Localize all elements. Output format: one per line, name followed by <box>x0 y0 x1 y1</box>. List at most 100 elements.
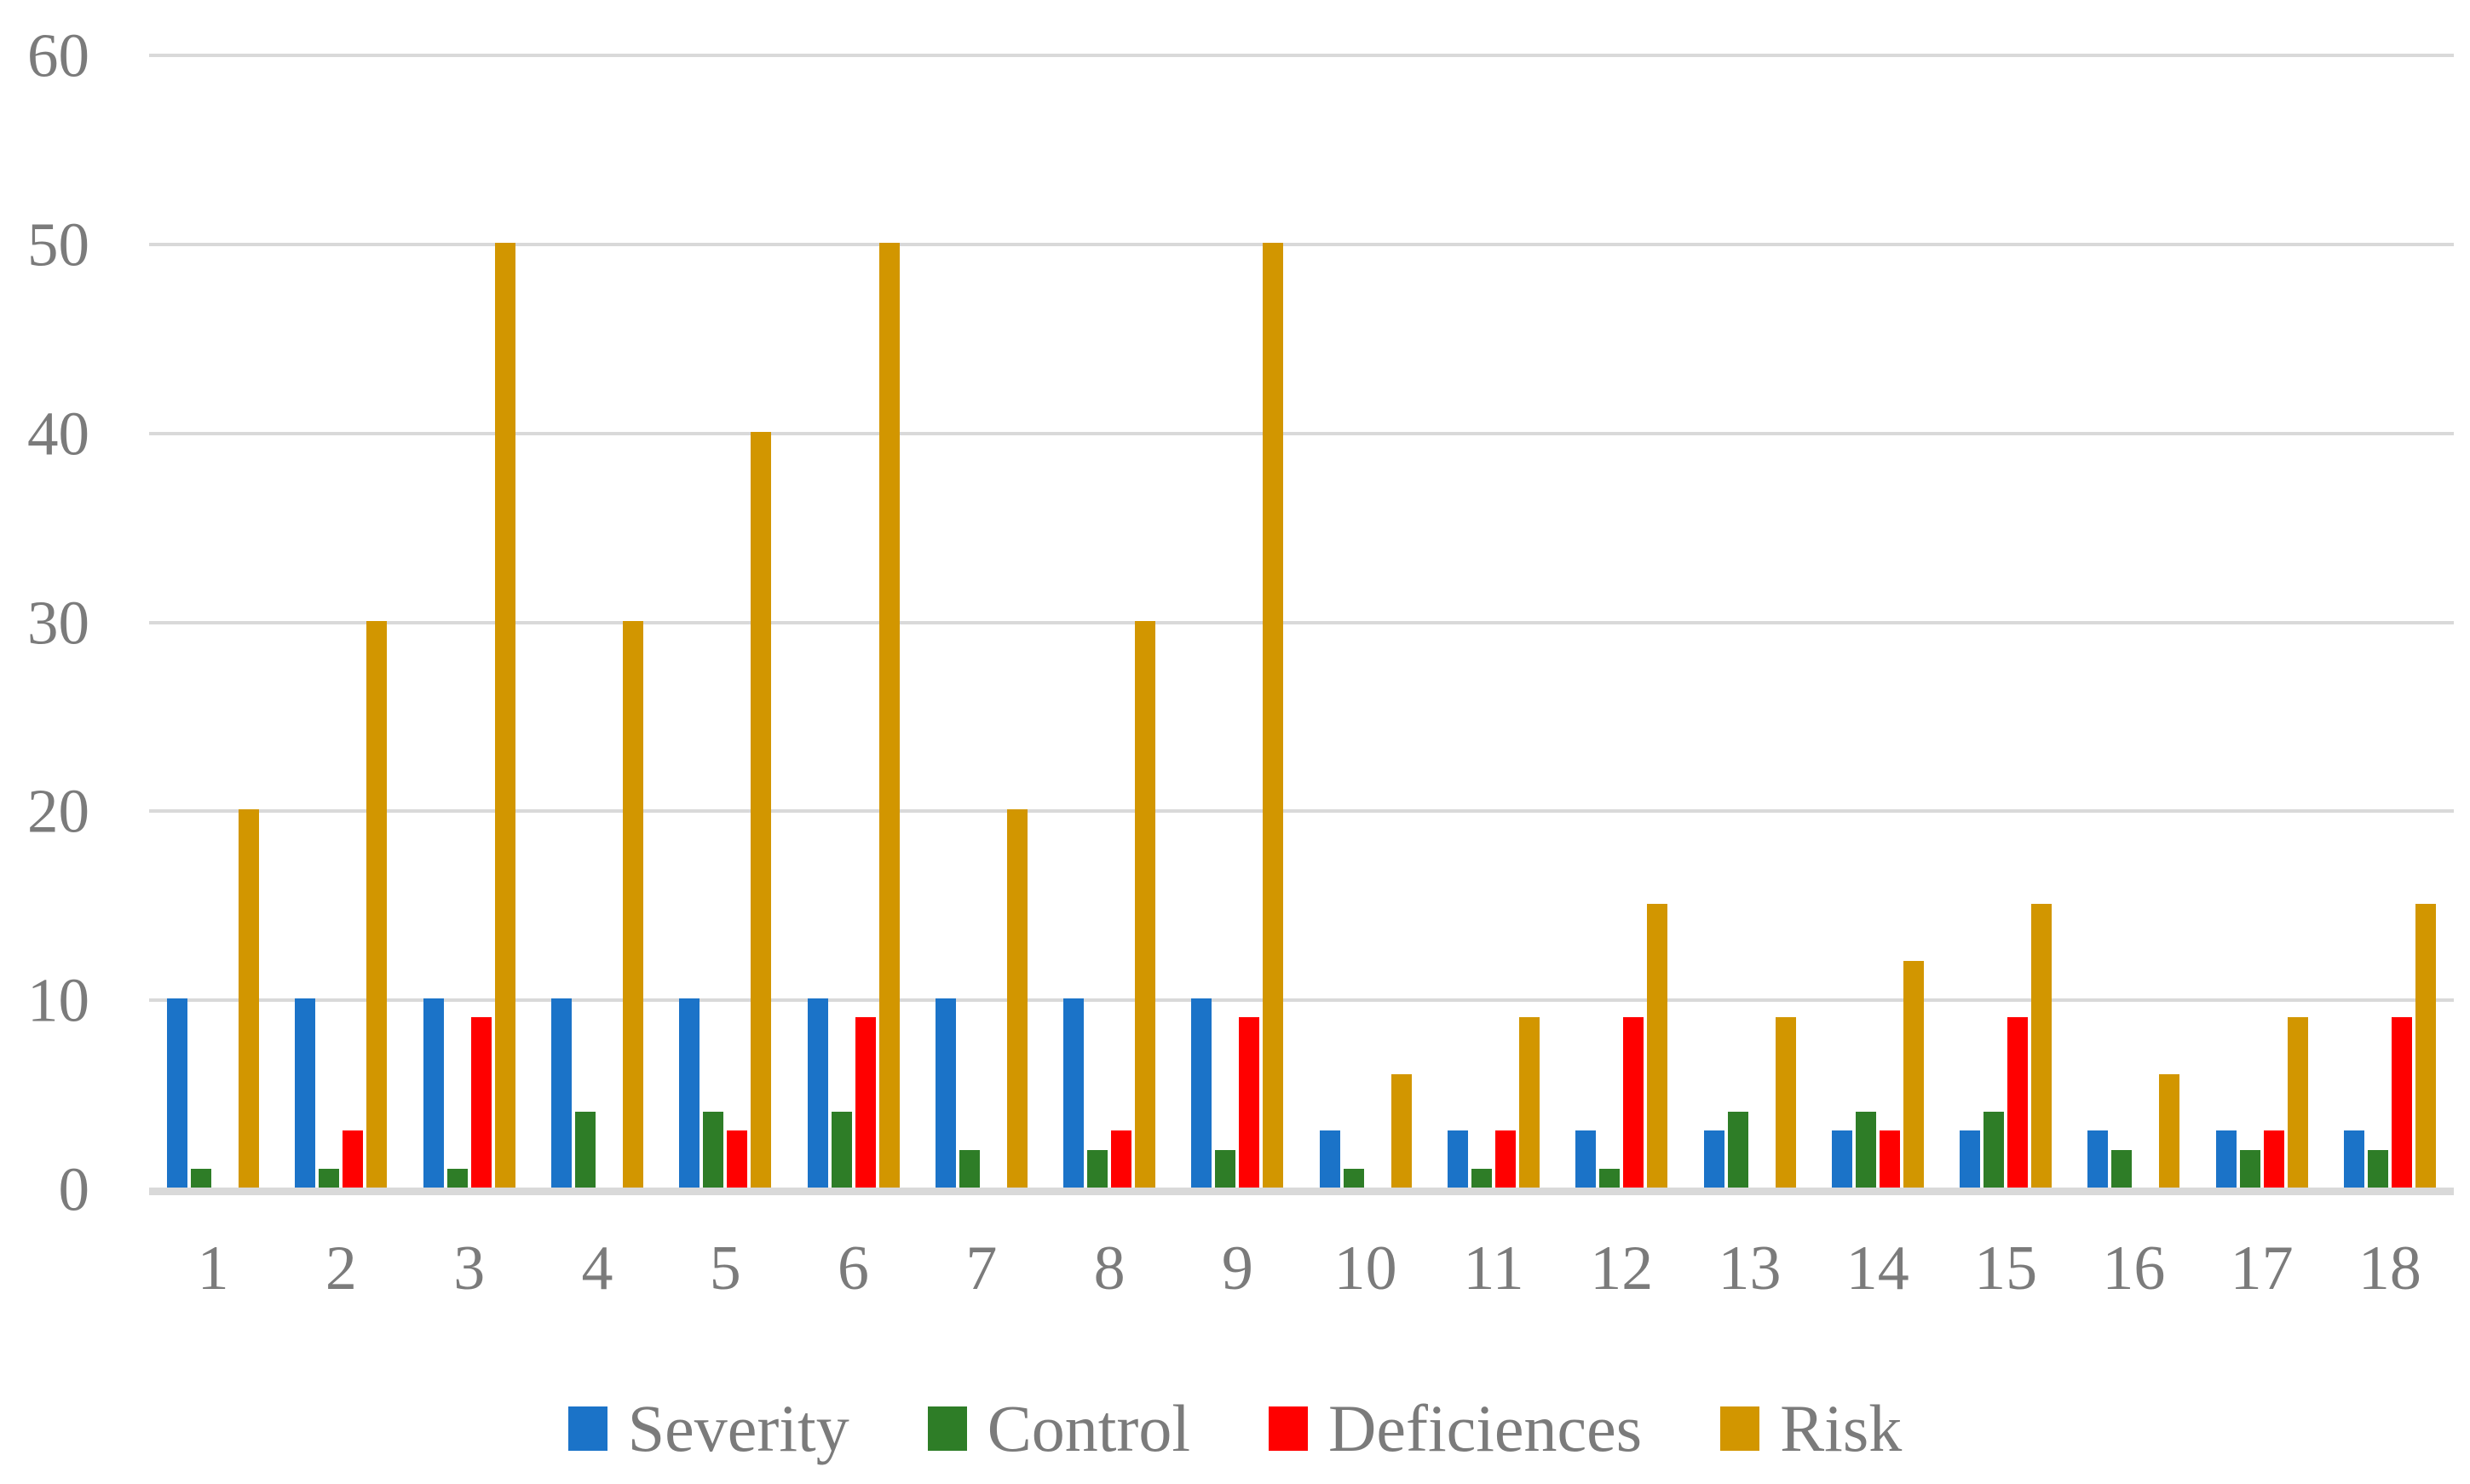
x-label-2: 2 <box>325 1234 357 1303</box>
x-label-11: 11 <box>1463 1234 1524 1303</box>
bar-control-16 <box>2111 1149 2133 1188</box>
bar-control-8 <box>1087 1149 1108 1188</box>
bar-control-7 <box>959 1149 980 1188</box>
gridline-20 <box>149 809 2454 814</box>
bar-group-5 <box>661 55 789 1188</box>
bar-risk-2 <box>366 620 388 1188</box>
bar-control-4 <box>574 1112 596 1188</box>
bar-group-17 <box>2198 55 2326 1188</box>
bar-control-2 <box>319 1168 340 1188</box>
bar-severity-6 <box>807 998 828 1188</box>
gridline-0 <box>149 1188 2454 1195</box>
bar-group-8 <box>1045 55 1173 1188</box>
legend-label-risk: Risk <box>1780 1391 1903 1465</box>
bar-risk-16 <box>2159 1073 2180 1188</box>
x-label-9: 9 <box>1221 1234 1253 1303</box>
bar-severity-15 <box>1960 1130 1981 1188</box>
bar-deficiences-5 <box>727 1130 748 1188</box>
bar-severity-2 <box>295 998 316 1188</box>
bar-severity-13 <box>1703 1130 1724 1188</box>
legend-marker-risk <box>1720 1406 1760 1451</box>
bar-severity-4 <box>550 998 572 1188</box>
gridline-50 <box>149 242 2454 246</box>
bar-risk-6 <box>878 242 900 1188</box>
bar-risk-17 <box>2287 1017 2308 1188</box>
bar-severity-17 <box>2215 1130 2237 1188</box>
bar-severity-7 <box>935 998 956 1188</box>
bar-risk-18 <box>2415 904 2436 1188</box>
bar-deficiences-9 <box>1239 1017 1260 1188</box>
legend-marker-deficiences <box>1269 1406 1309 1451</box>
x-label-6: 6 <box>838 1234 870 1303</box>
y-tick-30: 30 <box>27 588 89 657</box>
legend-marker-control <box>927 1406 967 1451</box>
bar-group-14 <box>1814 55 1942 1188</box>
legend-item-risk: Risk <box>1720 1395 1902 1462</box>
y-tick-20: 20 <box>27 776 89 846</box>
x-label-12: 12 <box>1590 1234 1654 1303</box>
x-label-13: 13 <box>1718 1234 1782 1303</box>
bar-severity-18 <box>2343 1130 2364 1188</box>
bar-group-9 <box>1173 55 1301 1188</box>
x-label-14: 14 <box>1845 1234 1909 1303</box>
bar-control-13 <box>1727 1112 1748 1188</box>
bar-control-9 <box>1215 1149 1236 1188</box>
x-label-8: 8 <box>1093 1234 1126 1303</box>
gridline-30 <box>149 620 2454 624</box>
x-label-1: 1 <box>197 1234 229 1303</box>
bar-group-13 <box>1685 55 1813 1188</box>
legend-label-severity: Severity <box>627 1391 849 1465</box>
x-label-18: 18 <box>2358 1234 2421 1303</box>
bar-risk-4 <box>622 620 643 1188</box>
bar-control-1 <box>191 1168 212 1188</box>
bar-risk-12 <box>1647 904 1668 1188</box>
bar-risk-14 <box>1903 960 1924 1188</box>
bar-deficiences-17 <box>2263 1130 2284 1188</box>
bar-deficiences-12 <box>1623 1017 1644 1188</box>
bar-risk-1 <box>239 809 260 1188</box>
x-label-16: 16 <box>2102 1234 2166 1303</box>
bar-severity-9 <box>1191 998 1212 1188</box>
bar-group-11 <box>1430 55 1557 1188</box>
bar-group-2 <box>277 55 405 1188</box>
bar-group-18 <box>2326 55 2454 1188</box>
x-label-5: 5 <box>709 1234 741 1303</box>
bar-risk-5 <box>751 431 772 1188</box>
y-axis: 60 50 40 30 20 10 0 <box>0 0 89 1484</box>
bar-group-12 <box>1557 55 1685 1188</box>
bar-severity-12 <box>1575 1130 1597 1188</box>
bar-group-7 <box>918 55 1045 1188</box>
bar-risk-11 <box>1518 1017 1540 1188</box>
legend-item-severity: Severity <box>567 1391 849 1465</box>
bar-risk-13 <box>1775 1017 1796 1188</box>
bar-deficiences-8 <box>1111 1130 1132 1188</box>
legend-item-deficiences: Deficiences <box>1269 1395 1642 1462</box>
bar-control-15 <box>1983 1112 2005 1188</box>
x-axis: 1 2 3 4 5 6 7 8 9 10 11 12 13 14 15 16 17 18 <box>149 1237 2454 1300</box>
x-label-3: 3 <box>453 1234 486 1303</box>
bar-control-10 <box>1343 1168 1364 1188</box>
bar-group-15 <box>1942 55 2070 1188</box>
bar-severity-14 <box>1831 1130 1852 1188</box>
bar-deficiences-6 <box>855 1017 876 1188</box>
bar-control-5 <box>703 1112 724 1188</box>
bar-risk-10 <box>1390 1073 1412 1188</box>
bar-deficiences-11 <box>1494 1130 1516 1188</box>
x-label-4: 4 <box>581 1234 613 1303</box>
y-tick-0: 0 <box>58 1154 90 1224</box>
gridline-60 <box>149 54 2454 57</box>
bar-group-6 <box>789 55 917 1188</box>
bar-severity-16 <box>2087 1130 2109 1188</box>
bar-risk-9 <box>1263 242 1284 1188</box>
bar-severity-8 <box>1063 998 1085 1188</box>
gridline-40 <box>149 431 2454 435</box>
y-tick-50: 50 <box>27 210 89 279</box>
x-label-10: 10 <box>1333 1234 1397 1303</box>
legend: Severity Control Deficiences Risk <box>0 1395 2470 1462</box>
bar-risk-8 <box>1135 620 1156 1188</box>
bar-control-11 <box>1471 1168 1492 1188</box>
bar-group-1 <box>149 55 277 1188</box>
y-tick-10: 10 <box>27 965 89 1035</box>
bar-severity-11 <box>1447 1130 1468 1188</box>
